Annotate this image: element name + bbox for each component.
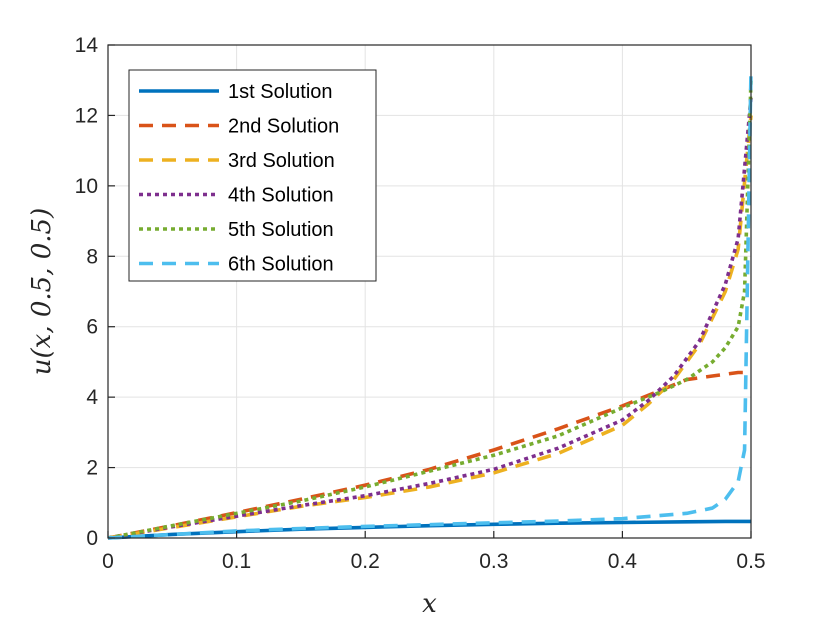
x-axis-label: x	[422, 589, 437, 619]
legend-label-3: 3rd Solution	[228, 150, 335, 172]
y-tick-label: 6	[86, 316, 98, 339]
series-layer	[107, 69, 753, 540]
y-axis-label: u(x, 0.5, 0.5)	[27, 208, 57, 375]
legend-label-2: 2nd Solution	[228, 116, 339, 138]
series-line-5	[107, 80, 753, 540]
x-tick-label: 0.1	[222, 550, 251, 573]
ticks	[107, 44, 752, 539]
x-tick-label: 0.4	[608, 550, 638, 573]
x-tick-label: 0.2	[351, 550, 380, 573]
y-tick-label: 14	[75, 34, 99, 57]
y-tick-label: 0	[86, 527, 98, 550]
x-tick-label: 0	[102, 550, 114, 573]
series-line-4	[107, 97, 753, 540]
x-tick-label: 0.5	[736, 550, 765, 573]
y-tick-label: 8	[86, 245, 98, 268]
legend-box	[128, 69, 377, 282]
series-line-2	[107, 370, 751, 540]
y-tick-label: 10	[75, 175, 98, 198]
y-tick-label: 12	[75, 104, 98, 127]
y-tick-label: 4	[86, 386, 98, 409]
legend-label-5: 5th Solution	[228, 219, 334, 241]
legend-label-1: 1st Solution	[228, 81, 333, 103]
series-line-6	[107, 69, 753, 540]
legend: 1st Solution 2nd Solution 3rd Solution 4th …	[128, 69, 377, 282]
axes-box	[107, 44, 752, 539]
series-line-3	[107, 115, 753, 540]
legend-label-6: 6th Solution	[228, 254, 334, 276]
x-tick-label: 0.3	[479, 550, 508, 573]
tick-labels: 0 0.1 0.2 0.3 0.4 0.5 0 2 4 6 8 10 12 14	[75, 34, 766, 573]
legend-label-4: 4th Solution	[228, 185, 334, 207]
legend-items: 1st Solution 2nd Solution 3rd Solution 4th …	[139, 81, 339, 276]
y-tick-label: 2	[86, 457, 98, 480]
